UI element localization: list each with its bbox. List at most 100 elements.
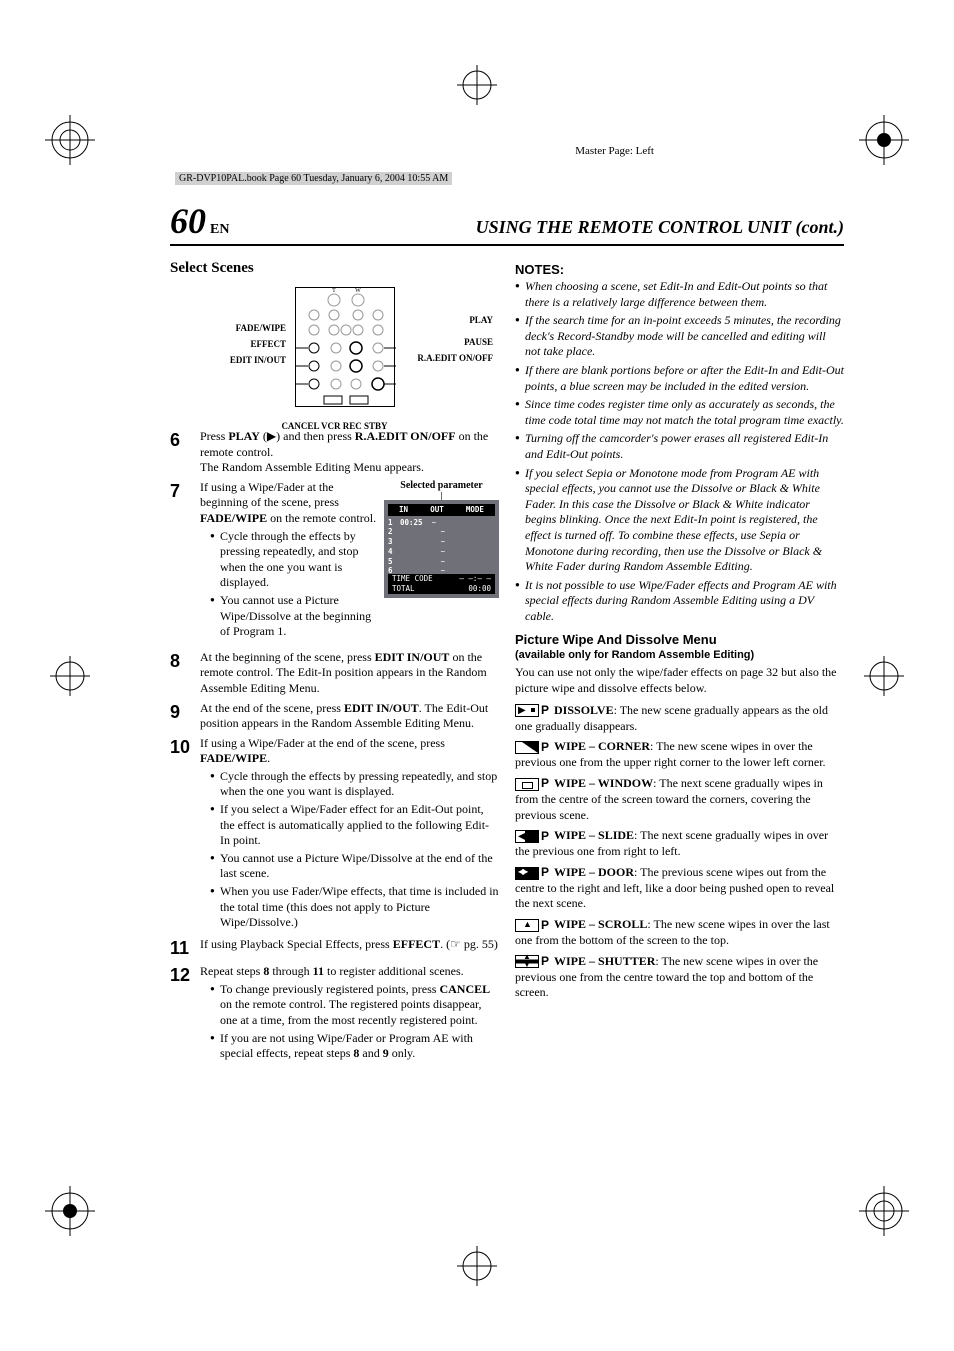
wipe-corner: P WIPE – CORNER: The new scene wipes in … [515,739,844,771]
step-number: 6 [170,429,200,476]
step-9: 9 At the end of the scene, press EDIT IN… [170,701,499,732]
remote-label-cancel: CANCEL VCR REC STBY [170,421,499,431]
svg-text:W: W [355,288,361,294]
step-12: 12 Repeat steps 8 through 11 to register… [170,964,499,1064]
wipe-menu-subheading: (available only for Random Assemble Edit… [515,649,844,661]
wipe-scroll: P WIPE – SCROLL: The new scene wipes in … [515,917,844,949]
wipe-shutter: P WIPE – SHUTTER: The new scene wipes in… [515,954,844,1001]
screen-cell: ~ [441,547,446,557]
right-column: NOTES: When choosing a scene, set Edit-I… [515,254,844,1068]
master-page-label: Master Page: Left [575,145,654,157]
wipe-name: WIPE – SLIDE [554,828,634,842]
content-columns: Select Scenes TW [170,254,844,1068]
crop-mark-icon [859,1186,909,1236]
wipe-menu-heading: Picture Wipe And Dissolve Menu [515,632,844,647]
door-icon [515,867,539,880]
step-bold: 11 [313,964,324,978]
screen-col: IN [399,505,408,515]
note-item: Turning off the camcorder's power erases… [515,431,844,462]
bullet-item: You cannot use a Picture Wipe/Dissolve a… [210,851,499,882]
screen-cell: ~ [432,518,437,528]
step-bullets: To change previously registered points, … [200,982,499,1062]
remote-diagram: TW FADE/WIPE EFFECT EDIT IN/OUT PLAY [170,283,499,423]
screen-value: 00:00 [468,584,491,594]
step-bold: R.A.EDIT ON/OFF [355,429,456,443]
scroll-icon [515,919,539,932]
screen-label: TIME CODE [392,574,433,584]
step-text: At the end of the scene, press [200,701,344,715]
step-text: If using a Wipe/Fader at the beginning o… [200,480,339,510]
crop-mark-icon [45,1186,95,1236]
screen-cell: ~ [441,557,446,567]
step-text: The Random Assemble Editing Menu appears… [200,460,499,476]
screen-display: IN OUT MODE 100:25 ~ 2 ~ 3 ~ 4 ~ 5 ~ 6 ~… [384,500,499,598]
step-text: At the beginning of the scene, press [200,650,375,664]
remote-label-play: PLAY [469,315,493,325]
step-bullets: Cycle through the effects by pressing re… [200,529,378,640]
wipe-name: DISSOLVE [554,703,614,717]
wipe-name: WIPE – WINDOW [554,776,653,790]
note-item: Since time codes register time only as a… [515,397,844,428]
wipe-door: P WIPE – DOOR: The previous scene wipes … [515,865,844,912]
remote-label-pause: PAUSE [464,337,493,347]
step-7: 7 If using a Wipe/Fader at the beginning… [170,480,378,642]
crop-mark-icon [45,651,95,701]
step-text: through [269,964,312,978]
step-text: Repeat steps [200,964,263,978]
page: Master Page: Left GR-DVP10PAL.book Page … [0,0,954,1351]
step-body: At the beginning of the scene, press EDI… [200,650,499,697]
step-6: 6 Press PLAY (▶) and then press R.A.EDIT… [170,429,499,476]
bullet-item: Cycle through the effects by pressing re… [210,529,378,591]
notes-heading: NOTES: [515,262,844,277]
step-11: 11 If using Playback Special Effects, pr… [170,937,499,960]
page-number: 60 [170,200,206,242]
screen-col: OUT [430,505,444,515]
step-number: 7 [170,480,200,642]
screen-figure: Selected parameter | IN OUT MODE 100:25 … [384,480,499,598]
screen-row: 5 ~ [388,557,495,567]
crop-mark-icon [45,115,95,165]
step-10: 10 If using a Wipe/Fader at the end of t… [170,736,499,933]
step-body: At the end of the scene, press EDIT IN/O… [200,701,499,732]
step-bold: EDIT IN/OUT [375,650,450,664]
left-column: Select Scenes TW [170,254,499,1068]
step-number: 11 [170,937,200,960]
step-body: If using Playback Special Effects, press… [200,937,499,960]
svg-text:T: T [332,288,336,294]
book-tag: GR-DVP10PAL.book Page 60 Tuesday, Januar… [175,172,452,185]
bullet-item: To change previously registered points, … [210,982,499,1029]
remote-label-edit-inout: EDIT IN/OUT [176,355,286,365]
window-icon [515,778,539,791]
step-8: 8 At the beginning of the scene, press E… [170,650,499,697]
step-number: 12 [170,964,200,1064]
bullet-item: If you select a Wipe/Fader effect for an… [210,802,499,849]
remote-label-fade-wipe: FADE/WIPE [176,323,286,333]
crop-mark-icon [859,651,909,701]
screen-header: IN OUT MODE [388,504,495,516]
corner-icon [515,741,539,754]
step-bold: PLAY [228,429,260,443]
wipe-name: WIPE – DOOR [554,865,634,879]
step-text: on the remote control. [267,511,376,525]
screen-cell: 00:25 [400,518,423,528]
wipe-slide: P WIPE – SLIDE: The next scene gradually… [515,828,844,860]
step-bullets: Cycle through the effects by pressing re… [200,769,499,931]
remote-label-effect: EFFECT [176,339,286,349]
wipe-intro: You can use not only the wipe/fader effe… [515,665,844,696]
note-item: If there are blank portions before or af… [515,363,844,394]
step-body: If using a Wipe/Fader at the end of the … [200,736,499,933]
screen-label: TOTAL [392,584,415,594]
bullet-item: When you use Fader/Wipe effects, that ti… [210,884,499,931]
crop-mark-icon [859,115,909,165]
wipe-name: WIPE – CORNER [554,739,650,753]
remote-outline: TW [295,287,395,407]
note-item: If the search time for an in-point excee… [515,313,844,360]
select-scenes-heading: Select Scenes [170,260,499,277]
remote-label-raedit: R.A.EDIT ON/OFF [417,353,493,363]
step-body: Press PLAY (▶) and then press R.A.EDIT O… [200,429,499,476]
step-body: Repeat steps 8 through 11 to register ad… [200,964,499,1064]
wipe-dissolve: P DISSOLVE: The new scene gradually appe… [515,703,844,735]
note-item: It is not possible to use Wipe/Fader eff… [515,578,844,625]
step-body: If using a Wipe/Fader at the beginning o… [200,480,378,642]
step-text: (▶) and then press [260,429,355,443]
